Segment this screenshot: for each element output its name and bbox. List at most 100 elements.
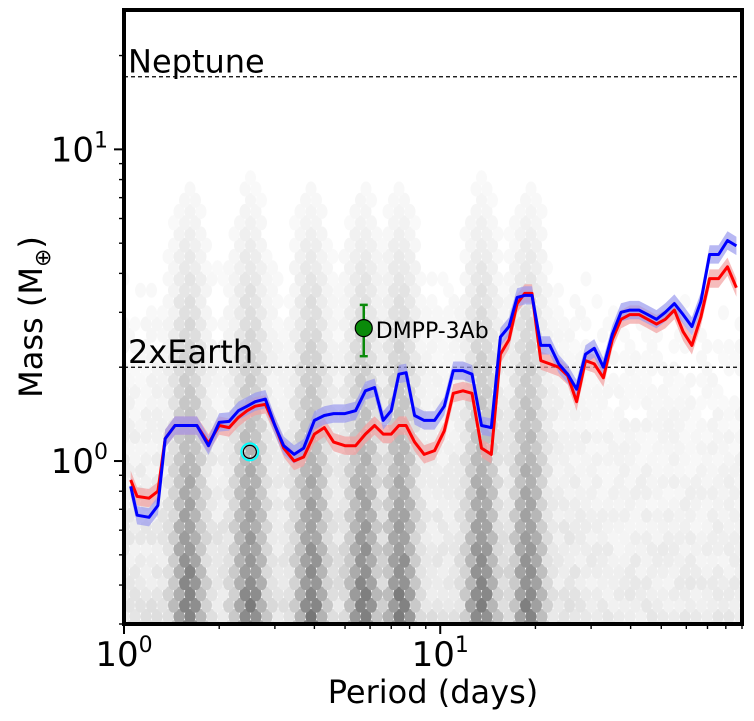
density-cell — [476, 282, 487, 298]
density-cell — [432, 327, 443, 343]
density-cell — [690, 541, 702, 557]
density-cell — [371, 226, 383, 242]
density-cell — [547, 519, 559, 534]
density-cell — [245, 462, 256, 478]
density-cell — [713, 632, 724, 647]
density-cell — [657, 384, 669, 399]
density-cell — [338, 564, 350, 579]
density-cell — [685, 597, 696, 613]
density-cell — [316, 564, 328, 579]
density-cell — [558, 474, 570, 489]
density-cell — [602, 541, 614, 557]
density-cell — [663, 552, 674, 568]
density-cell — [701, 339, 713, 354]
density-cell — [124, 530, 135, 546]
density-cell — [124, 597, 135, 613]
density-cell — [250, 249, 262, 264]
density-cell — [723, 496, 735, 512]
density-cell — [514, 271, 526, 287]
density-cell — [151, 361, 163, 377]
density-cell — [146, 417, 157, 433]
density-cell — [525, 361, 537, 377]
density-cell — [300, 282, 311, 298]
density-cell — [206, 384, 218, 399]
density-cell — [261, 361, 273, 377]
density-cell — [481, 609, 493, 624]
density-cell — [465, 530, 476, 546]
density-cell — [289, 282, 300, 298]
density-cell — [415, 541, 427, 557]
density-cell — [624, 361, 636, 377]
density-cell — [613, 541, 625, 557]
density-cell — [437, 564, 449, 579]
density-cell — [481, 316, 493, 332]
density-cell — [481, 586, 493, 602]
density-cell — [559, 632, 570, 647]
density-cell — [124, 575, 135, 591]
density-cell — [261, 564, 273, 579]
density-cell — [652, 350, 663, 366]
density-cell — [421, 305, 432, 321]
density-cell — [129, 339, 141, 354]
density-cell — [619, 440, 630, 456]
density-cell — [635, 586, 647, 602]
density-cell — [602, 496, 614, 512]
density-cell — [300, 215, 311, 231]
density-cell — [712, 474, 724, 489]
density-cell — [256, 237, 267, 253]
density-cell — [124, 507, 135, 523]
density-cell — [443, 282, 454, 298]
density-cell — [129, 429, 141, 444]
density-cell — [168, 462, 179, 478]
density-cell — [349, 384, 361, 399]
density-cell — [723, 339, 735, 354]
density-cell — [168, 350, 179, 366]
plot-frame — [122, 8, 744, 626]
density-cell — [272, 496, 284, 512]
density-cell — [228, 294, 240, 309]
density-cell — [399, 485, 410, 501]
density-cell — [602, 406, 614, 422]
density-cell — [531, 597, 542, 613]
x-axis-label: Period (days) — [328, 673, 538, 711]
density-cell — [300, 192, 311, 208]
density-cell — [371, 249, 383, 264]
density-cell — [190, 237, 201, 253]
density-cell — [272, 271, 284, 287]
y-tick-label: 101 — [51, 128, 108, 170]
density-cell — [371, 451, 383, 467]
density-cell — [349, 339, 361, 354]
density-cell — [300, 260, 311, 276]
density-cell — [366, 350, 377, 366]
density-cell — [536, 226, 548, 242]
density-cell — [536, 496, 548, 512]
density-cell — [723, 564, 735, 579]
density-cell — [129, 316, 141, 332]
density-cell — [228, 361, 240, 377]
density-cell — [234, 552, 245, 568]
density-cell — [542, 507, 553, 523]
density-cell — [124, 440, 135, 456]
density-cell — [712, 519, 724, 534]
density-cell — [272, 564, 284, 579]
y-axis-label: Mass (M⊕) — [12, 236, 56, 398]
density-cell — [201, 350, 212, 366]
density-cell — [174, 632, 185, 647]
density-cell — [179, 552, 190, 568]
density-cell — [443, 350, 454, 366]
density-cell — [305, 384, 317, 399]
density-cell — [415, 339, 427, 354]
density-cell — [536, 586, 548, 602]
density-cell — [388, 440, 399, 456]
density-cell — [514, 564, 526, 579]
density-cell — [503, 541, 515, 557]
density-cell — [624, 541, 636, 557]
density-cell — [531, 282, 542, 298]
density-cell — [696, 417, 707, 433]
density-cell — [537, 632, 548, 647]
density-cell — [531, 440, 542, 456]
density-cell — [382, 474, 394, 489]
density-cell — [542, 282, 553, 298]
density-cell — [448, 519, 460, 534]
density-cell — [151, 564, 163, 579]
